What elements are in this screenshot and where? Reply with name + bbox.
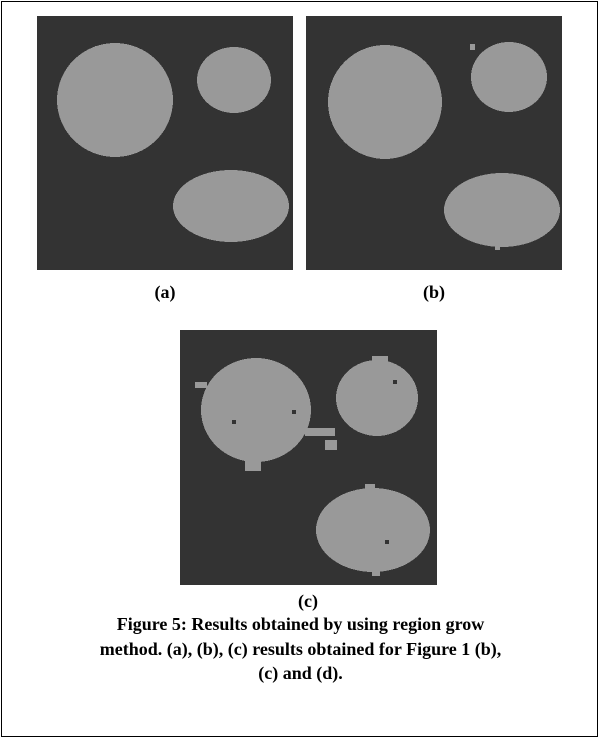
figure-caption: Figure 5: Results obtained by using regi… <box>0 612 601 686</box>
panel-a-image <box>37 16 293 270</box>
caption-line: method. (a), (b), (c) results obtained f… <box>0 637 601 662</box>
caption-line: (c) and (d). <box>0 661 601 686</box>
panel-c-image <box>180 330 437 585</box>
page: {"figure": {"panels": [{"label": "(a)"},… <box>0 0 601 740</box>
panel-label: (c) <box>208 591 408 612</box>
panel-label: (a) <box>65 282 265 303</box>
panel-label: (b) <box>334 282 534 303</box>
panel-b-image <box>306 16 562 270</box>
caption-line: Figure 5: Results obtained by using regi… <box>0 612 601 637</box>
